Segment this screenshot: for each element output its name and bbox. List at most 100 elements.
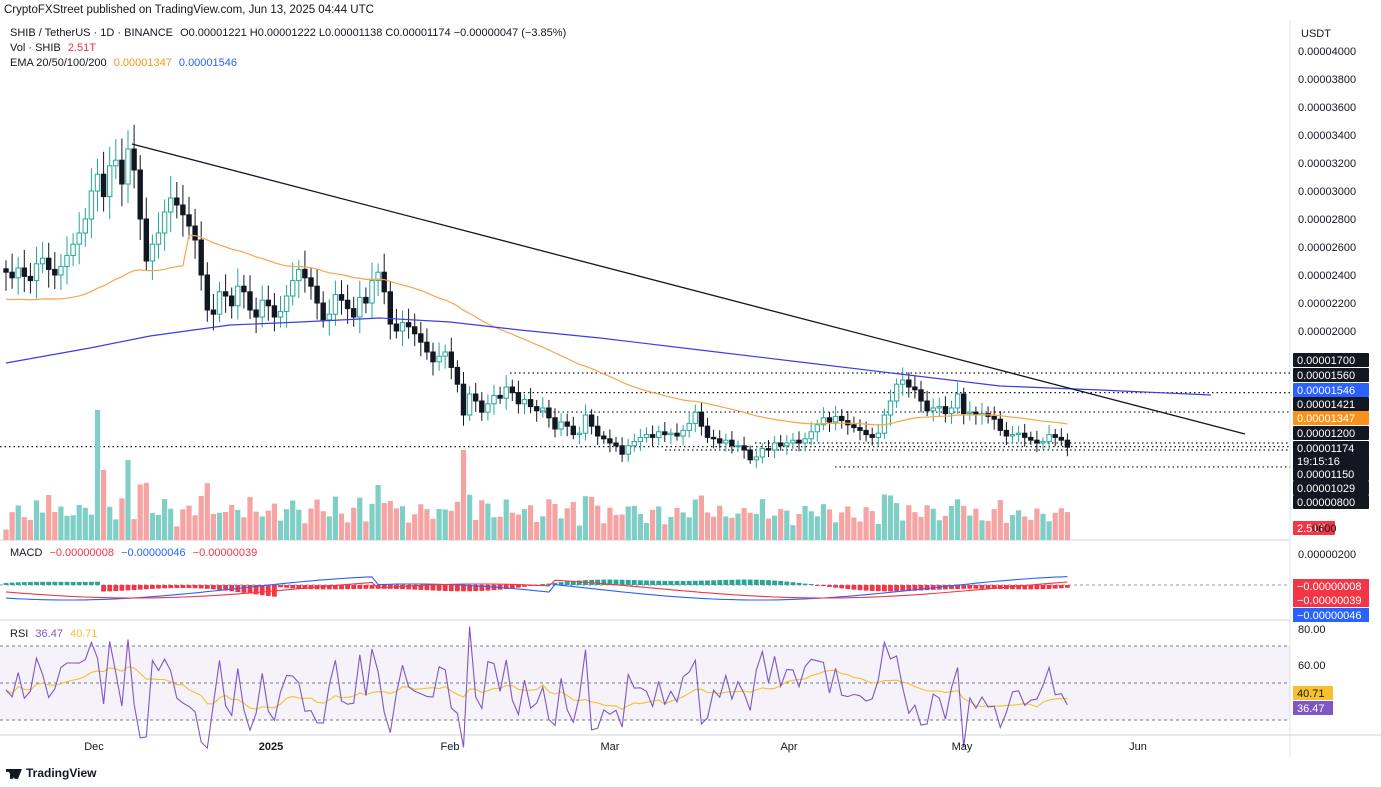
macd-histogram-bar — [400, 585, 405, 590]
volume-bar — [528, 505, 534, 540]
candle-down — [363, 296, 369, 304]
macd-histogram-bar — [741, 579, 747, 585]
candle-down — [448, 351, 455, 368]
candle-down — [351, 308, 357, 318]
candle-up — [887, 400, 894, 416]
macd-histogram-bar — [979, 585, 985, 589]
rsi-value-1: 36.47 — [35, 628, 63, 640]
symbol-legend: SHIB / TetherUS · 1D · BINANCE O0.000012… — [10, 27, 566, 39]
price-axis-tick: 0.00003000 — [1298, 186, 1356, 198]
macd-histogram-bar — [924, 585, 930, 591]
macd-histogram-bar — [143, 585, 149, 590]
macd-histogram-bar — [1034, 585, 1040, 590]
candle-up — [168, 197, 174, 213]
volume-bar — [881, 494, 887, 540]
volume-bar — [790, 525, 796, 540]
candle-up — [70, 243, 76, 256]
volume-bar — [808, 511, 814, 540]
volume-bar — [137, 484, 143, 540]
volume-bar — [9, 512, 15, 540]
macd-histogram-bar — [625, 579, 631, 585]
candle-down — [9, 271, 15, 279]
volume-bar — [942, 515, 948, 540]
candle-up — [582, 414, 589, 434]
candle-down — [338, 294, 345, 301]
volume-bar — [546, 499, 552, 540]
macd-histogram-bar — [278, 585, 283, 588]
volume-bar — [277, 520, 284, 540]
candle-down — [174, 197, 180, 206]
volume-bar — [826, 509, 833, 540]
macd-legend[interactable]: MACD −0.00000008 −0.00000046 −0.00000039 — [10, 547, 257, 559]
candle-up — [820, 417, 827, 426]
candle-up — [58, 266, 64, 276]
candle-up — [802, 438, 808, 444]
volume-bar — [1028, 520, 1034, 540]
volume-bar — [723, 516, 729, 540]
rsi-axis-tag-bg — [1293, 686, 1333, 700]
ema-label: EMA 20/50/100/200 — [10, 57, 107, 69]
candle-up — [832, 415, 839, 423]
macd-histogram-bar — [95, 581, 100, 585]
volume-bar — [363, 521, 369, 540]
candle-down — [607, 438, 613, 444]
price-axis-tick: 0.00004000 — [1298, 46, 1356, 58]
volume-bar — [162, 499, 168, 540]
volume-bar — [997, 500, 1003, 540]
ema-legend[interactable]: EMA 20/50/100/200 0.00001347 0.00001546 — [10, 57, 237, 69]
volume-bar — [1009, 515, 1016, 540]
macd-axis-tag: −0.00000046 — [1297, 610, 1362, 622]
volume-bar — [338, 513, 345, 540]
macd-histogram-bar — [796, 582, 802, 585]
macd-line — [5, 576, 1068, 601]
volume-bar — [210, 513, 216, 540]
volume-bar — [216, 512, 223, 540]
volume-bar — [265, 510, 271, 540]
volume-bar — [332, 496, 338, 540]
candle-down — [186, 214, 192, 227]
volume-legend[interactable]: Vol · SHIB 2.51T — [10, 42, 96, 54]
candle-down — [1058, 436, 1064, 441]
macd-histogram-bar — [265, 585, 271, 596]
candle-up — [1040, 441, 1046, 444]
macd-histogram-bar — [839, 585, 845, 589]
price-axis-tag: 0.00001421 — [1297, 399, 1355, 411]
volume-bar — [625, 506, 631, 540]
candle-down — [546, 407, 552, 419]
macd-histogram-bar — [747, 579, 753, 585]
candle-up — [107, 165, 113, 198]
volume-bar — [326, 516, 332, 540]
macd-histogram-bar — [808, 584, 814, 585]
candle-up — [235, 285, 241, 307]
price-axis-tick: 0.00002000 — [1298, 326, 1356, 338]
volume-bar — [894, 503, 900, 540]
macd-histogram-bar — [522, 585, 527, 587]
symbol-name[interactable]: SHIB / TetherUS · 1D · BINANCE — [10, 27, 174, 39]
macd-histogram-bar — [735, 579, 741, 585]
volume-bar — [101, 470, 107, 540]
macd-histogram-bar — [766, 580, 771, 585]
volume-bar — [70, 515, 76, 540]
price-axis-tag-bg — [1293, 441, 1369, 455]
candle-down — [863, 429, 869, 436]
volume-bar — [247, 497, 253, 540]
rsi-axis-tag: 36.47 — [1297, 703, 1325, 715]
macd-histogram-bar — [9, 582, 15, 585]
candle-up — [668, 432, 674, 436]
rsi-line — [5, 626, 1068, 750]
macd-histogram-bar — [967, 585, 973, 589]
candle-down — [381, 271, 387, 293]
rsi-legend[interactable]: RSI 36.47 40.71 — [10, 628, 98, 640]
candle-down — [192, 225, 198, 241]
volume-bar — [912, 512, 918, 540]
tradingview-logo[interactable]: TradingView — [6, 766, 96, 780]
macd-histogram-bar — [406, 585, 411, 590]
macd-histogram-bar — [790, 582, 796, 585]
macd-histogram-bar — [351, 585, 357, 590]
price-axis-tag-bg — [1293, 454, 1369, 468]
currency-label[interactable]: USDT — [1301, 28, 1331, 40]
candle-up — [900, 379, 906, 385]
volume-bar — [168, 508, 174, 540]
volume-bar — [320, 511, 326, 540]
